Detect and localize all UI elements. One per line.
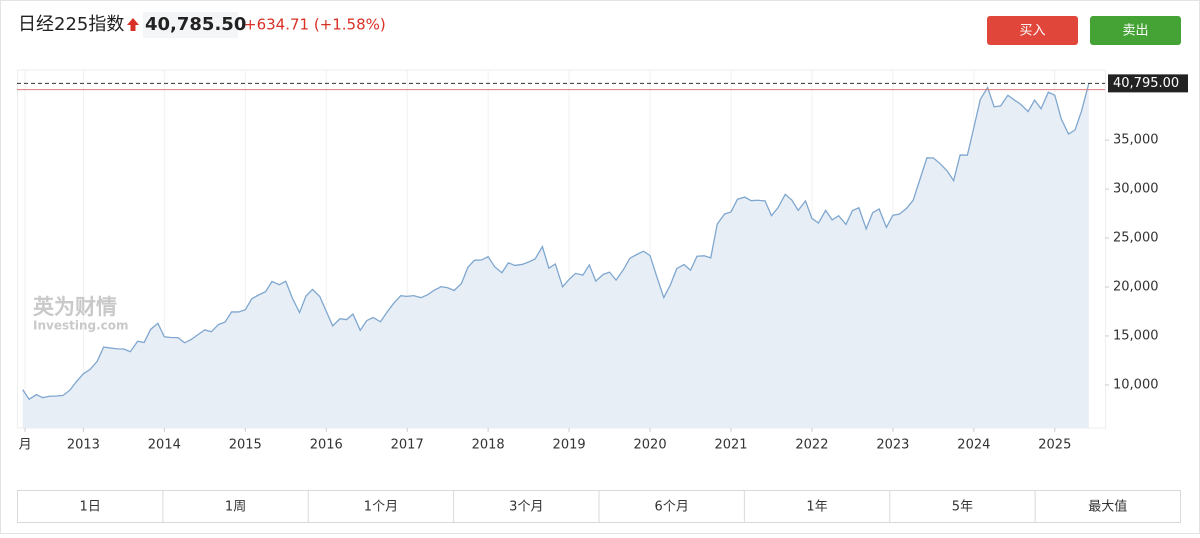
x-tick-label: 2020 [634,438,667,453]
sell-button-bg [1090,16,1181,45]
range-label: 3个月 [509,500,543,515]
sell-button[interactable]: 卖出 [1090,16,1181,45]
range-label: 1日 [80,500,101,515]
range-label: 1周 [225,500,246,515]
watermark-site: Investing.com [33,319,129,333]
range-button[interactable]: 1年 [743,490,828,523]
x-tick-label: 2017 [391,438,424,453]
x-tick-label: 2023 [876,438,909,453]
buy-label: 买入 [1019,24,1045,39]
range-bar: 1日 1周 1个月 3个月 6个月 1年 5年 最大值 [17,490,1181,523]
range-button[interactable]: 6个月 [598,490,689,523]
x-tick-label: 2025 [1038,438,1071,453]
y-tick-label: 15,000 [1113,328,1159,343]
x-tick-label: 2013 [67,438,100,453]
last-price-box [1108,74,1188,93]
sell-label: 卖出 [1122,24,1148,39]
x-tick-label: 2019 [553,438,586,453]
range-button[interactable]: 1日 [80,500,101,515]
range-label: 1年 [806,500,827,515]
y-tick-label: 25,000 [1113,231,1159,246]
x-tick-label: 2018 [472,438,505,453]
range-button[interactable]: 1个月 [307,490,398,523]
x-tick-label: 月 [19,438,32,453]
price-line [22,83,1090,401]
x-tick-label: 2014 [148,438,181,453]
x-tick-label: 2022 [795,438,828,453]
y-tick-label: 20,000 [1113,279,1159,294]
range-label: 1个月 [364,500,398,515]
watermark-brand: 英为财情 [33,295,117,319]
chart: 月 2013 2014 2015 2016 2017 2018 2019 2020 2021 202… [17,69,1188,453]
buy-button-bg [987,16,1078,45]
x-tick-label: 2015 [229,438,262,453]
range-button[interactable]: 5年 [889,490,973,523]
range-label: 最大值 [1088,499,1127,515]
price-change: +634.71 (+1.58%) [244,16,386,34]
price: 40,785.50 [145,14,246,35]
range-button[interactable]: 最大值 [1034,490,1127,523]
y-tick-label: 10,000 [1113,377,1159,392]
x-tick-label: 2021 [714,438,747,453]
x-tick-label: 2016 [310,438,343,453]
up-arrow [127,18,139,31]
buy-button[interactable]: 买入 [987,16,1078,45]
range-label: 6个月 [655,500,689,515]
y-tick-label: 35,000 [1113,133,1159,148]
y-tick-label: 30,000 [1113,182,1159,197]
x-tick-label: 2024 [957,438,990,453]
area-fill [22,83,1089,429]
range-button[interactable]: 1周 [162,490,246,523]
range-button[interactable]: 3个月 [453,490,544,523]
last-price-label: 40,795.00 [1113,76,1179,91]
index-title: 日经225指数 [18,14,124,35]
price-bg [143,12,238,38]
range-label: 5年 [952,500,973,515]
